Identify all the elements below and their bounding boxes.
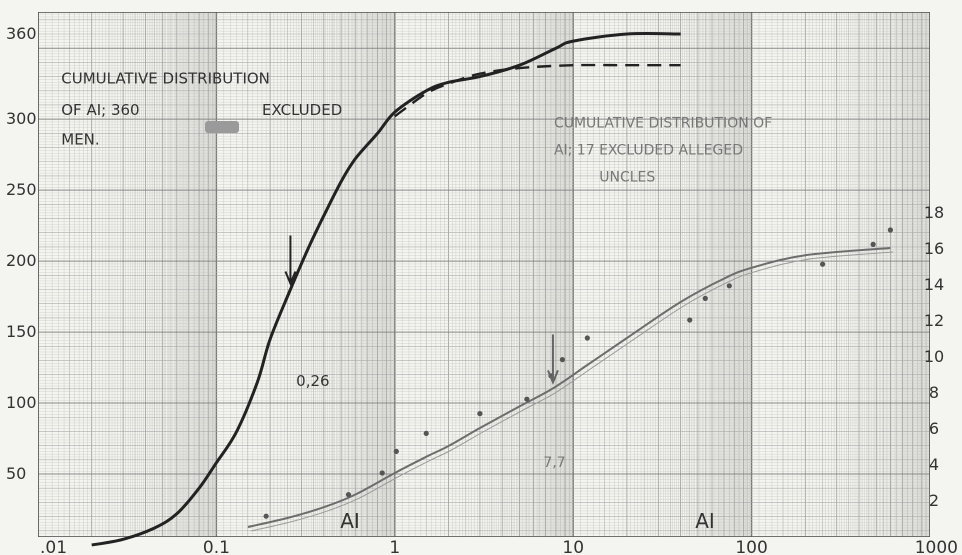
y-right-tick-label: 8 — [929, 383, 939, 402]
x-tick-label: .01 — [40, 538, 67, 555]
x-axis-label-right: AI — [695, 509, 715, 533]
x-tick-labels: .01 0.1 1 10 100 1000 — [40, 538, 958, 555]
annotation-text: MEN. — [61, 131, 99, 149]
data-point — [524, 396, 530, 402]
y-right-tick-label: 16 — [924, 239, 944, 258]
data-point — [819, 261, 826, 267]
x-tick-label: 1000 — [915, 538, 958, 555]
annotation-text: UNCLES — [599, 170, 655, 186]
arrow-markers — [284, 235, 559, 385]
y-right-tick-label: 2 — [929, 491, 939, 510]
y-left-tick-label: 50 — [6, 464, 26, 483]
y-left-tick-label: 100 — [6, 393, 37, 412]
y-right-tick-label: 4 — [929, 455, 939, 474]
y-left-tick-label: 150 — [6, 322, 37, 341]
annotation-text: CUMULATIVE DISTRIBUTION OF — [554, 116, 772, 132]
left-y-tick-labels: 50 100 150 200 250 300 360 — [6, 24, 37, 483]
annotation-text: AI; 17 EXCLUDED ALLEGED — [554, 143, 743, 159]
arrow-marker — [547, 334, 559, 385]
data-point — [702, 295, 708, 301]
x-tick-label: 0.1 — [203, 538, 230, 555]
y-right-tick-label: 14 — [924, 275, 944, 294]
scribble-mark — [205, 121, 239, 133]
curve-cumulative-men — [91, 31, 681, 547]
data-point — [423, 430, 429, 436]
x-axis-label-left: AI — [340, 509, 360, 533]
log-grid — [38, 12, 930, 537]
y-right-tick-label: 12 — [924, 311, 944, 330]
y-left-tick-label: 360 — [6, 24, 37, 43]
curve-uncles-shadow — [250, 251, 894, 532]
right-y-tick-labels: 2 4 6 8 10 12 14 16 18 — [924, 203, 944, 510]
annotation-text: 0,26 — [296, 372, 329, 390]
annotation-text: EXCLUDED — [262, 101, 342, 119]
data-point — [687, 317, 693, 323]
y-right-tick-label: 6 — [929, 419, 939, 438]
data-point — [887, 227, 894, 233]
y-left-tick-label: 200 — [6, 251, 37, 270]
data-point — [559, 357, 566, 363]
curve-cumulative-uncles — [247, 247, 891, 528]
y-left-tick-label: 250 — [6, 180, 37, 199]
data-point — [726, 283, 732, 289]
y-left-tick-label: 300 — [6, 109, 37, 128]
curve-dashed — [394, 63, 681, 118]
annotations: CUMULATIVE DISTRIBUTION OF AI; 360 EXCLUDE… — [61, 70, 772, 471]
data-point — [870, 241, 876, 247]
y-right-tick-label: 18 — [924, 203, 944, 222]
data-point — [263, 513, 269, 519]
curves — [91, 31, 894, 547]
y-right-tick-label: 10 — [924, 347, 944, 366]
arrow-marker — [284, 235, 297, 287]
x-tick-label: 10 — [562, 538, 584, 555]
data-point — [379, 470, 385, 476]
data-point — [393, 448, 399, 454]
data-point — [584, 335, 590, 341]
x-tick-label: 1 — [389, 538, 400, 555]
annotation-text: CUMULATIVE DISTRIBUTION — [61, 70, 270, 88]
annotation-text: OF AI; 360 — [61, 101, 139, 119]
x-tick-label: 100 — [735, 538, 767, 555]
annotation-text: 7,7 — [543, 455, 565, 471]
data-points — [263, 227, 894, 519]
data-point — [477, 411, 483, 417]
data-point — [345, 492, 352, 498]
